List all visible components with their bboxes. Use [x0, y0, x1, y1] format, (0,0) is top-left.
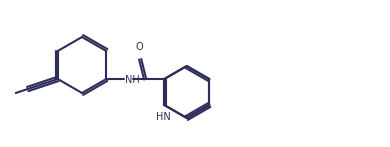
Text: O: O [135, 42, 143, 52]
Text: NH: NH [125, 75, 140, 85]
Text: HN: HN [156, 112, 170, 122]
